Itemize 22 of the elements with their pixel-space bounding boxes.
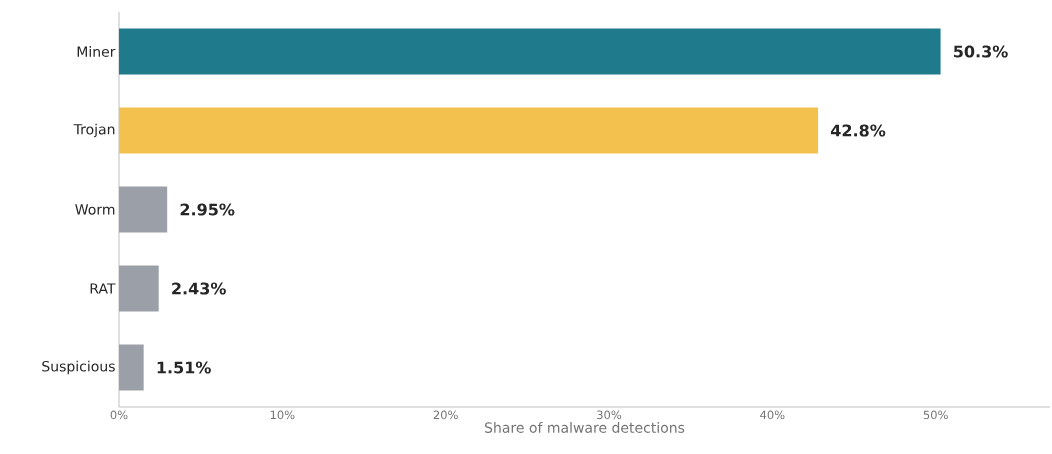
data-label: 1.51%: [157, 361, 211, 374]
data-label: 42.8%: [830, 124, 886, 137]
data-label: 2.43%: [172, 282, 226, 295]
y-tick-label: Trojan: [73, 123, 115, 138]
bar: [119, 344, 144, 391]
y-tick-label: Suspicious: [42, 360, 115, 375]
x-tick-label: 30%: [597, 410, 622, 420]
data-label: 50.3%: [954, 45, 1008, 58]
x-tick-label: 20%: [433, 410, 458, 420]
bar: [119, 107, 819, 154]
x-tick-label: 40%: [760, 410, 785, 420]
y-tick-label: Worm: [75, 204, 115, 215]
y-tick-label: RAT: [90, 283, 116, 294]
bar: [119, 186, 168, 233]
x-tick-label: 10%: [270, 410, 295, 420]
data-label: 2.95%: [180, 203, 235, 216]
bar: [119, 265, 159, 312]
x-axis-title: Share of malware detections: [485, 422, 685, 433]
bar: [119, 28, 941, 75]
y-tick-label: Miner: [77, 46, 116, 57]
x-tick-label: 0%: [110, 410, 128, 420]
x-tick-label: 50%: [923, 410, 948, 420]
